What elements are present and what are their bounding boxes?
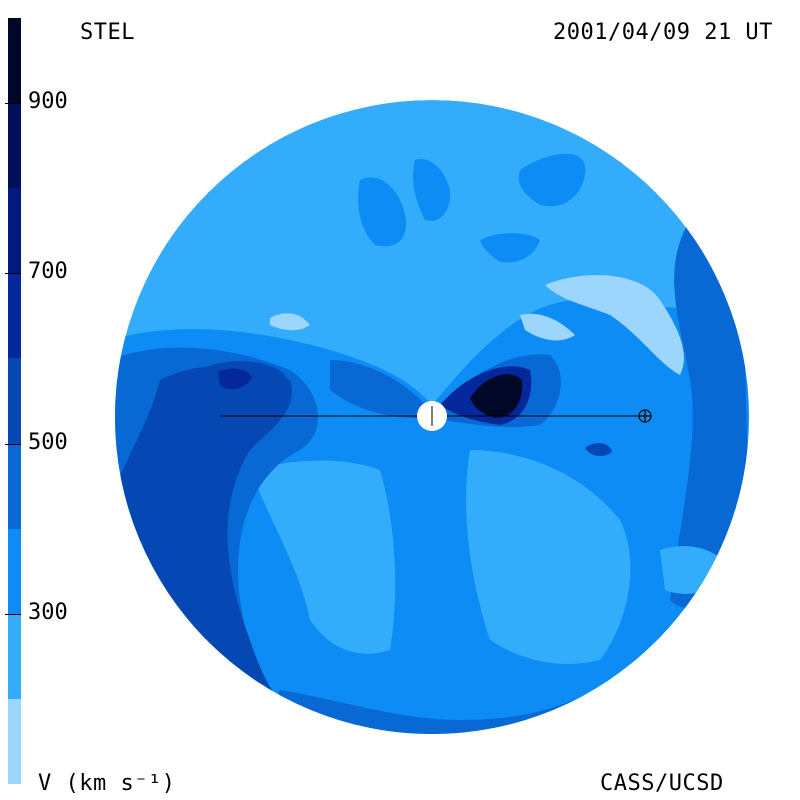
velocity-region: [466, 450, 631, 664]
colorbar-tick-label: 900: [28, 89, 68, 115]
velocity-region: [413, 159, 451, 221]
observatory-label: STEL: [80, 20, 135, 45]
colorbar-tick-label: 500: [28, 429, 68, 455]
colorbar-tick-label: 300: [28, 599, 68, 625]
velocity-region: [585, 443, 612, 457]
colorbar-tick: [5, 103, 21, 105]
colorbar-band: [8, 188, 21, 274]
colorbar-band: [8, 443, 21, 529]
velocity-region: [545, 275, 684, 375]
colorbar-band: [8, 358, 21, 444]
velocity-region: [270, 313, 310, 331]
credit-label: CASS/UCSD: [600, 771, 724, 796]
velocity-region: [358, 177, 406, 247]
colorbar-tick-label: 700: [28, 259, 68, 285]
colorbar-band: [8, 613, 21, 699]
colorbar-tick: [5, 443, 21, 445]
timestamp-label: 2001/04/09 21 UT: [553, 20, 773, 45]
earth-marker: [638, 409, 652, 423]
velocity-region: [520, 313, 575, 341]
colorbar-tick: [5, 273, 21, 275]
velocity-region: [670, 220, 749, 608]
colorbar-band: [8, 103, 21, 189]
velocity-region: [660, 546, 730, 594]
colorbar-band: [8, 698, 21, 784]
velocity-region: [700, 466, 742, 497]
colorbar-band: [8, 18, 21, 104]
velocity-region: [480, 233, 540, 263]
colorbar-tick: [5, 613, 21, 615]
velocity-region: [250, 460, 396, 654]
units-label: V (km s⁻¹): [38, 771, 176, 796]
colorbar-gradient: [8, 18, 21, 784]
colorbar-band: [8, 528, 21, 614]
velocity-region: [218, 368, 252, 390]
velocity-region: [470, 374, 523, 418]
colorbar-band: [8, 273, 21, 359]
velocity-region: [518, 153, 586, 207]
